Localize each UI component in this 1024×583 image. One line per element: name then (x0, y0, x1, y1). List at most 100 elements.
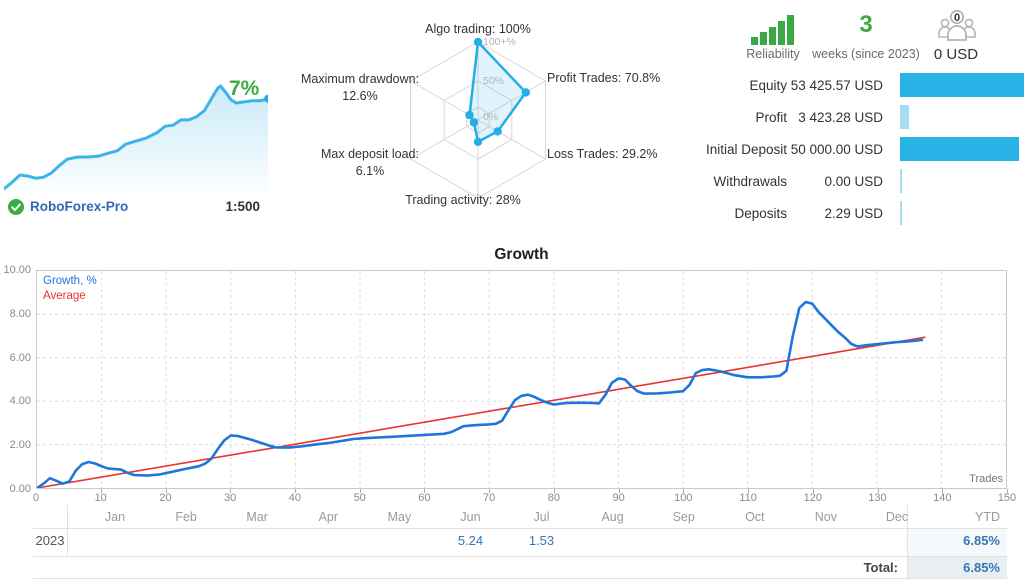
radar-data-point (469, 118, 479, 127)
growth-percent-badge: 7% (229, 77, 260, 100)
stat-value-deposits: 2.29 USD (824, 206, 883, 221)
stat-bar-profit (900, 105, 909, 129)
stat-bar-deposits (900, 201, 902, 225)
y-axis-tick-label: 0.00 (9, 483, 31, 495)
radar-label-maximum-drawdown-text: Maximum drawdown: (300, 72, 420, 86)
subscription-price: 0 USD (933, 46, 979, 63)
stat-label-withdrawals: Withdrawals (713, 174, 787, 189)
reliability-label: Reliability (746, 47, 800, 61)
subscribers-icon: 0 (938, 9, 976, 41)
subscribers-count: 0 (954, 12, 960, 24)
radar-label-profit-trades: Profit Trades: 70.8% (547, 71, 661, 85)
weeks-label: weeks (since 2023) (812, 47, 920, 61)
stat-bar-equity (900, 73, 1024, 97)
month-header-jul: Jul (533, 510, 550, 524)
total-label: Total: (863, 560, 898, 575)
reliability-bars-icon (751, 15, 794, 45)
stat-label-initial-deposit: Initial Deposit (705, 142, 787, 157)
x-axis-tickmark (683, 489, 685, 493)
weeks-count: 3 (859, 11, 873, 38)
x-axis-tick-label: 110 (739, 492, 757, 504)
radar-label-loss-trades: Loss Trades: 29.2% (547, 147, 658, 161)
legend-growth-series: Growth, % (43, 275, 97, 287)
broker-link[interactable]: RoboForex-Pro (30, 199, 129, 214)
x-axis-tickmark (294, 489, 296, 493)
radar-label-max-deposit-load-value: 6.1% (355, 164, 385, 178)
x-axis-tick-label: 30 (224, 492, 237, 504)
x-axis-tick-label: 120 (803, 492, 822, 504)
growth-chart-title: Growth (494, 246, 549, 263)
y-axis-tick-label: 2.00 (9, 439, 31, 452)
x-axis-tick-label: 140 (933, 492, 952, 504)
x-axis-tick-label: 100 (674, 492, 693, 504)
ytd-2023-value[interactable]: 6.85% (963, 533, 1000, 548)
x-axis-tick-label: 80 (547, 492, 561, 504)
month-header-oct: Oct (745, 510, 765, 524)
x-axis-tick-label: 0 (32, 492, 40, 504)
radar-data-point (465, 110, 474, 120)
average-line (37, 336, 926, 488)
x-axis-tickmark (618, 489, 620, 493)
y-axis-tick-label: 4.00 (9, 395, 31, 408)
stat-value-withdrawals: 0.00 USD (824, 174, 883, 189)
stat-value-initial-deposit: 50 000.00 USD (790, 142, 883, 157)
table-divider (67, 505, 68, 556)
stat-value-equity: 53 425.57 USD (790, 78, 883, 93)
leverage-value: 1:500 (225, 199, 260, 214)
month-header-dec: Dec (885, 510, 909, 524)
radar-data-point (521, 88, 530, 97)
broker-row: RoboForex-Pro 1:500 (8, 198, 268, 218)
radar-label-algo-trading: Algo trading: 100% (425, 22, 531, 36)
x-axis-tick-label: 130 (868, 492, 887, 504)
radar-data-point (473, 137, 483, 146)
x-axis-tickmark (1007, 489, 1008, 493)
radar-ring-label-0: 0% (483, 111, 499, 123)
x-axis-title: Trades (945, 473, 1003, 485)
x-axis-tickmark (877, 489, 879, 493)
x-axis-tickmark (230, 489, 232, 493)
sparkline-line (2, 84, 270, 191)
radar-data-polygon (468, 40, 528, 144)
y-axis-tick-label: 10.00 (3, 264, 31, 276)
month-header-apr: Apr (318, 510, 339, 524)
x-axis-tickmark (359, 489, 361, 493)
trading-radar-chart: Algo trading: 100% Profit Trades: 70.8% … (300, 0, 730, 232)
radar-data-point (493, 127, 502, 136)
radar-label-trading-activity: Trading activity: 28% (405, 193, 521, 207)
x-axis-tick-label: 90 (612, 492, 625, 504)
x-axis-tickmark (942, 489, 944, 493)
growth-line (37, 300, 924, 488)
x-axis-tick-label: 40 (288, 492, 302, 504)
growth-plot-area (36, 270, 1007, 489)
x-axis-tickmark (165, 489, 167, 493)
year-label: 2023 (35, 533, 65, 548)
x-axis-tickmark (553, 489, 555, 493)
x-axis-tick-label: 10 (94, 492, 107, 504)
x-axis-tickmark (489, 489, 491, 493)
x-axis-tick-label: 60 (418, 492, 431, 504)
radar-ring-label-100: 100+% (483, 36, 516, 48)
radar-svg (410, 37, 546, 199)
x-axis-tickmark (424, 489, 426, 493)
x-axis-tick-label: 70 (482, 492, 496, 504)
table-divider (33, 528, 1008, 529)
radar-grid-spoke (477, 80, 546, 121)
radar-label-max-deposit-load-text: Max deposit load: (321, 147, 419, 161)
stat-label-profit: Profit (755, 110, 787, 125)
ytd-cell-2023 (908, 529, 1007, 556)
month-value-jun: 5.24 (457, 533, 484, 548)
growth-plot-svg (37, 271, 1006, 488)
radar-label-maximum-drawdown: Maximum drawdown: 12.6% (301, 71, 419, 105)
stat-label-deposits: Deposits (734, 206, 787, 221)
x-axis-tickmark (100, 489, 102, 493)
legend-average-series: Average (43, 290, 86, 302)
table-divider (907, 505, 908, 578)
month-header-mar: Mar (246, 510, 268, 524)
month-header-jun: Jun (460, 510, 481, 524)
y-axis-tick-label: 8.00 (9, 307, 31, 320)
month-header-nov: Nov (814, 510, 837, 524)
stat-value-profit: 3 423.28 USD (798, 110, 883, 125)
radar-label-max-deposit-load: Max deposit load: 6.1% (321, 146, 419, 180)
x-axis-tickmark (748, 489, 750, 493)
